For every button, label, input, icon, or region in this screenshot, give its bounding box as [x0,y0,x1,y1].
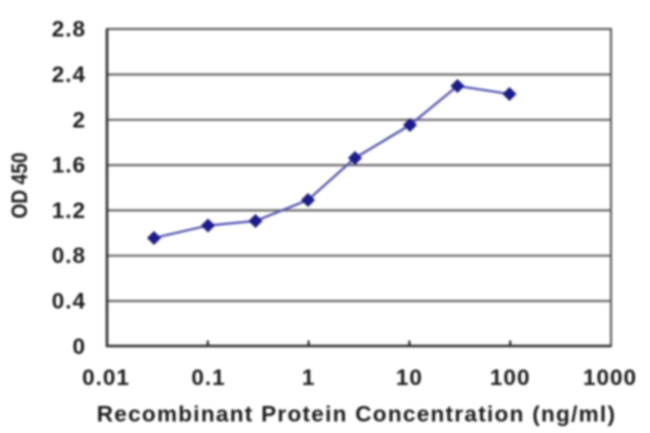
svg-text:0: 0 [72,334,86,359]
svg-text:2.8: 2.8 [52,17,86,42]
svg-text:1.2: 1.2 [52,198,86,223]
svg-text:1.6: 1.6 [52,153,86,178]
svg-text:1: 1 [302,365,316,390]
svg-text:Recombinant Protein Concentrat: Recombinant Protein Concentration (ng/ml… [97,402,617,427]
svg-text:10: 10 [396,365,423,390]
svg-text:2.4: 2.4 [52,62,86,87]
svg-text:0.1: 0.1 [191,365,225,390]
svg-text:1000: 1000 [583,365,637,390]
svg-text:100: 100 [490,365,531,390]
svg-text:OD 450: OD 450 [7,153,32,219]
svg-text:0.01: 0.01 [82,365,130,390]
svg-text:0.8: 0.8 [52,243,86,268]
svg-text:2: 2 [72,107,86,132]
svg-text:0.4: 0.4 [52,289,86,314]
